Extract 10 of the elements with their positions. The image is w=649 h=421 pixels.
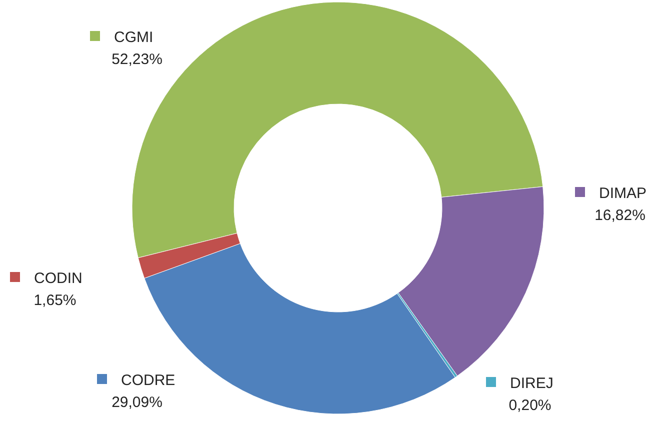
data-label: 1,65% [34, 292, 76, 309]
data-label: 0,20% [508, 397, 552, 414]
data-label: 29,09% [112, 394, 162, 411]
legend-label: DIREJ [510, 375, 554, 392]
legend-label: DIMAP [599, 185, 647, 202]
data-label: 52,23% [112, 51, 162, 68]
legend-label: CODRE [121, 372, 176, 389]
legend-label: CGMI [114, 29, 154, 46]
legend-label: CODIN [34, 270, 82, 287]
data-label: 16,82% [594, 207, 646, 224]
